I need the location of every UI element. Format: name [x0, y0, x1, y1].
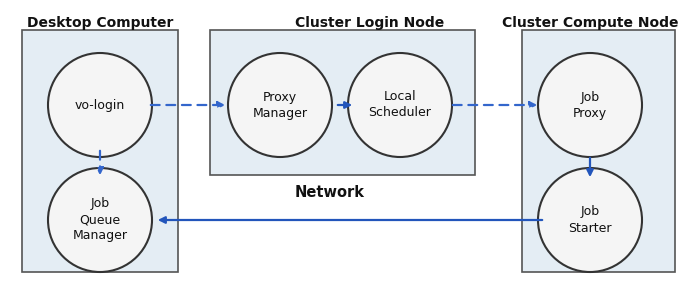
Ellipse shape: [48, 53, 152, 157]
Bar: [22, 30, 178, 272]
Text: Cluster Login Node: Cluster Login Node: [296, 16, 445, 30]
Text: vo-login: vo-login: [75, 98, 125, 111]
Text: Job
Starter: Job Starter: [568, 205, 612, 235]
Ellipse shape: [48, 168, 152, 272]
Text: Desktop Computer: Desktop Computer: [27, 16, 173, 30]
Text: Job
Queue
Manager: Job Queue Manager: [73, 198, 127, 242]
Bar: [522, 30, 675, 272]
Ellipse shape: [538, 168, 642, 272]
Text: Local
Scheduler: Local Scheduler: [368, 91, 431, 120]
Ellipse shape: [228, 53, 332, 157]
Bar: [210, 30, 475, 175]
Text: Network: Network: [295, 185, 365, 200]
Ellipse shape: [348, 53, 452, 157]
Text: Job
Proxy: Job Proxy: [573, 91, 607, 120]
Text: Proxy
Manager: Proxy Manager: [252, 91, 308, 120]
Ellipse shape: [538, 53, 642, 157]
Text: Cluster Compute Node: Cluster Compute Node: [502, 16, 678, 30]
